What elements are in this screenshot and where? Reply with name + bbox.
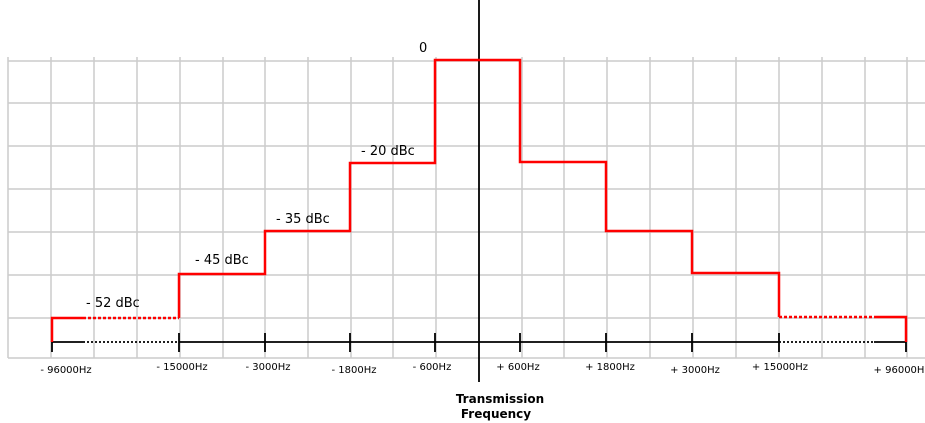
tick-label-plus-1800hz: + 1800Hz: [585, 362, 635, 373]
level-label-45dbc: - 45 dBc: [195, 253, 249, 268]
tick-label-minus-1800hz: - 1800Hz: [331, 365, 376, 376]
axis-title-frequency: Frequency: [461, 407, 531, 421]
mask-outline: [50, 58, 908, 342]
tick-label-plus-96000hz: + 96000H: [874, 365, 925, 376]
level-label-0: 0: [419, 41, 427, 56]
level-label-35dbc: - 35 dBc: [276, 212, 330, 227]
tick-label-minus-600hz: - 600Hz: [413, 362, 452, 373]
grid: [7, 57, 925, 359]
tick-label-plus-3000hz: + 3000Hz: [670, 365, 720, 376]
axis-title-transmission: Transmission: [456, 392, 544, 406]
mask-segment-right-outer: [874, 315, 908, 342]
level-label-20dbc: - 20 dBc: [361, 144, 415, 159]
tick-label-minus-96000hz: - 96000Hz: [40, 365, 91, 376]
mask-segment-left-outer: [50, 316, 83, 342]
tick-label-plus-15000hz: + 15000Hz: [752, 362, 808, 373]
tick-label-minus-3000hz: - 3000Hz: [245, 362, 290, 373]
tick-label-minus-15000hz: - 15000Hz: [156, 362, 207, 373]
level-label-52dbc: - 52 dBc: [86, 296, 140, 311]
axis-ticks: [51, 333, 907, 352]
tick-label-plus-600hz: + 600Hz: [496, 362, 539, 373]
mask-segment-center: [177, 58, 781, 318]
